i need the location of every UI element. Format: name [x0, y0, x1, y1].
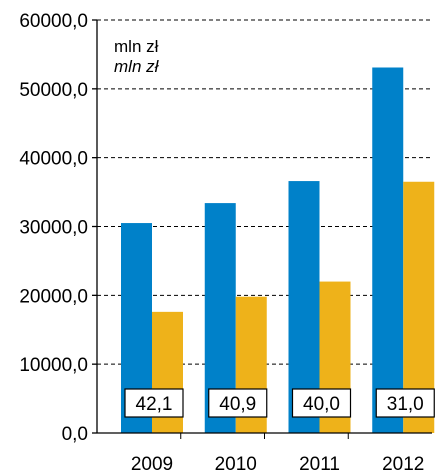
annotation-boxes: 42,1 40,9 40,0 31,0 — [124, 388, 435, 418]
annotation-box-2009 — [124, 388, 184, 418]
x-label-2011: 2011 — [299, 454, 340, 475]
x-label-2012: 2012 — [382, 454, 424, 475]
y-tick-label: 0,0 — [62, 424, 88, 445]
bars — [121, 67, 435, 434]
y-tick-label: 20000,0 — [19, 286, 88, 307]
x-tick-labels: 2009 2010 2011 2012 — [131, 454, 425, 475]
annotation-box-2012 — [375, 388, 435, 418]
y-tick-label: 40000,0 — [19, 149, 88, 170]
y-tick-label: 50000,0 — [19, 80, 88, 101]
y-tick-label: 10000,0 — [19, 355, 88, 376]
x-label-2009: 2009 — [131, 454, 173, 475]
unit-label-secondary: mln zł — [114, 57, 160, 76]
axes — [92, 19, 432, 439]
y-tick-label: 60000,0 — [19, 11, 88, 32]
bar-2012-series-1 — [372, 67, 404, 434]
annotation-box-2010 — [208, 388, 268, 418]
annotation-box-2011 — [291, 388, 352, 418]
y-tick-labels: 0,0 10000,0 20000,0 30000,0 40000,0 50000,0 60… — [19, 11, 88, 445]
annotation-label-2012: 31,0 — [387, 394, 424, 415]
unit-labels: mln zł mln zł — [114, 37, 160, 76]
y-tick-label: 30000,0 — [19, 218, 88, 239]
annotation-label-2009: 42,1 — [136, 394, 173, 415]
x-label-2010: 2010 — [215, 454, 257, 475]
annotation-label-2011: 40,0 — [303, 394, 340, 415]
annotation-label-2010: 40,9 — [219, 394, 256, 415]
unit-label-primary: mln zł — [114, 37, 159, 56]
